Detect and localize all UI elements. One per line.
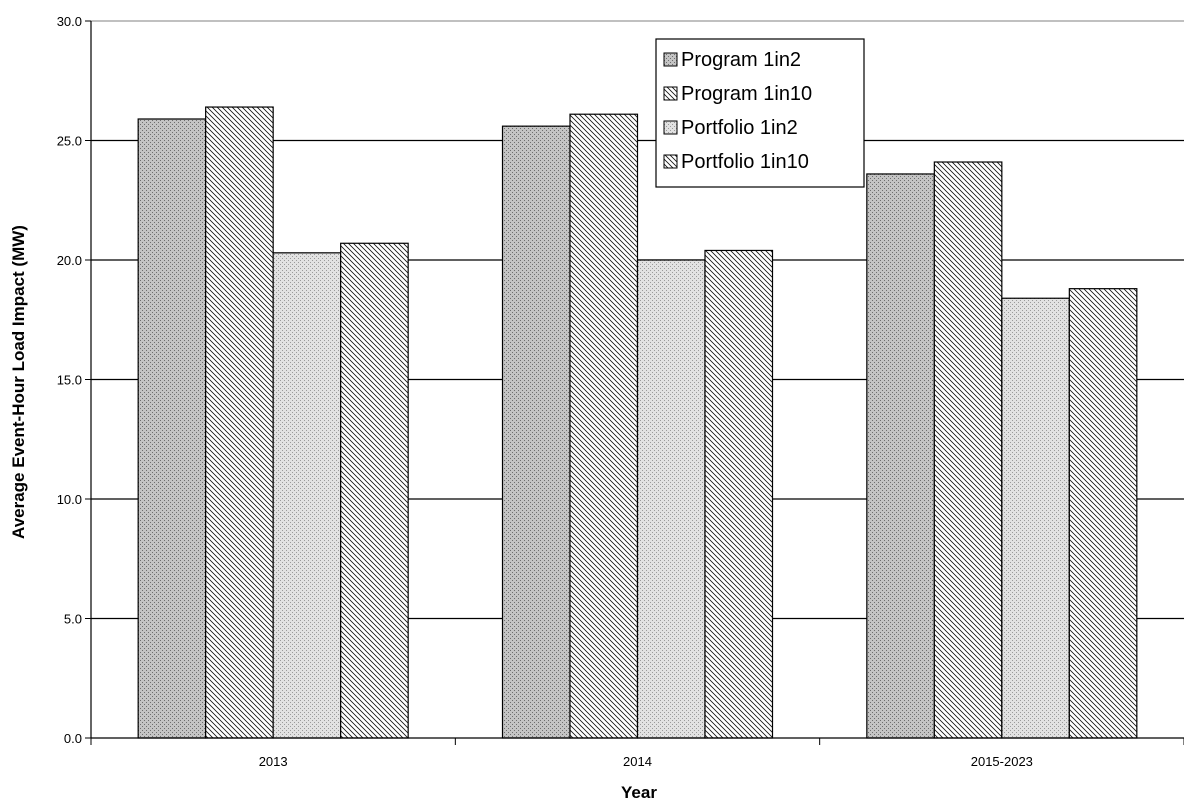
- y-axis-title: Average Event-Hour Load Impact (MW): [9, 225, 28, 539]
- legend-swatch: [663, 120, 678, 135]
- x-tick-label: 2013: [259, 754, 288, 769]
- bar-portfolio-1in2: [272, 252, 342, 739]
- bar-portfolio-1in2: [636, 259, 706, 739]
- y-tick-label: 5.0: [64, 612, 82, 627]
- bar-portfolio-1in2: [1001, 297, 1070, 739]
- bar-program-1in10: [933, 161, 1003, 739]
- legend-label: Portfolio 1in2: [681, 117, 798, 139]
- bar-program-1in2: [501, 125, 571, 739]
- x-ticks: 2013 2014 2015-2023: [90, 738, 1184, 769]
- y-tick-label: 30.0: [57, 14, 82, 29]
- legend-box: [655, 38, 865, 188]
- legend-label: Program 1in2: [681, 49, 801, 71]
- legend-swatch: [663, 52, 678, 67]
- x-tick-label: 2015-2023: [971, 754, 1033, 769]
- legend: Program 1in2 Program 1in10 Portfolio 1in2 P…: [655, 38, 865, 188]
- y-tick-label: 25.0: [57, 134, 82, 149]
- y-tick-label: 15.0: [57, 373, 82, 388]
- legend-swatch: [663, 154, 678, 169]
- y-tick-label: 0.0: [64, 731, 82, 746]
- legend-swatch: [663, 86, 678, 101]
- bar-program-1in10: [205, 106, 274, 739]
- bar-portfolio-1in10: [704, 249, 774, 739]
- y-tick-label: 20.0: [57, 253, 82, 268]
- y-ticks: 0.0 5.0 10.0 15.0 20.0 25.0 30.0: [57, 14, 91, 746]
- x-tick-label: 2014: [623, 754, 652, 769]
- bar-portfolio-1in10: [340, 242, 409, 739]
- bar-program-1in10: [569, 113, 639, 739]
- legend-label: Portfolio 1in10: [681, 151, 809, 173]
- bars: [137, 106, 1138, 739]
- y-tick-label: 10.0: [57, 492, 82, 507]
- bar-portfolio-1in10: [1068, 288, 1138, 739]
- x-axis-title: Year: [621, 783, 657, 802]
- bar-program-1in2: [866, 173, 935, 739]
- legend-label: Program 1in10: [681, 83, 812, 105]
- bar-program-1in2: [137, 118, 207, 739]
